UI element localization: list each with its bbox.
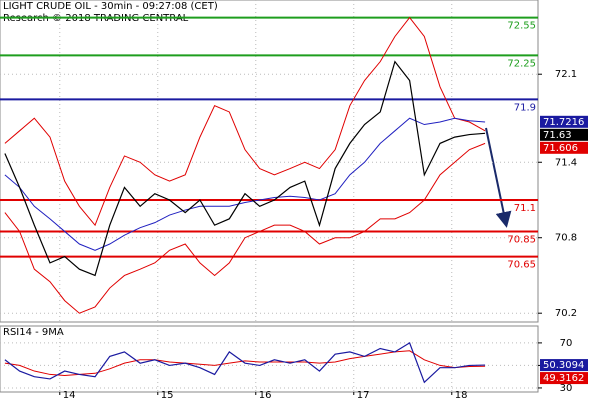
price-tag xyxy=(540,128,588,141)
level-label: 70.65 xyxy=(507,260,536,271)
price-tag xyxy=(540,141,588,154)
rsi-title: RSI14 - 9MA xyxy=(3,327,64,338)
price-tag xyxy=(540,115,588,128)
chart-title: LIGHT CRUDE OIL - 30min - 09:27:08 (CET) xyxy=(3,1,218,12)
y-tick-label: 30 xyxy=(560,383,573,394)
series-line xyxy=(4,16,486,227)
level-label: 70.85 xyxy=(507,234,536,245)
price-tag-label: 71.63 xyxy=(543,130,572,141)
main-frame xyxy=(0,0,539,323)
rsi-frame xyxy=(0,325,539,393)
price-tag xyxy=(540,359,588,372)
x-tick-label: 16 xyxy=(259,390,272,400)
series-line xyxy=(4,342,486,384)
x-tick-label: 17 xyxy=(357,390,370,400)
series-line xyxy=(4,350,486,377)
price-tag-label: 71.606 xyxy=(543,143,578,154)
y-tick-label: 70 xyxy=(560,338,573,349)
forecast-arrow xyxy=(485,127,512,228)
y-tick-label: 71.4 xyxy=(555,157,577,168)
x-tick-label: 14 xyxy=(63,390,76,400)
level-label: 71.1 xyxy=(514,203,536,214)
y-tick-label: 70.8 xyxy=(555,233,577,244)
y-tick-label: 72.1 xyxy=(555,69,577,80)
level-label: 72.55 xyxy=(507,21,536,32)
y-tick-label: 70.2 xyxy=(555,308,577,319)
price-tag xyxy=(540,372,588,385)
x-tick-label: 15 xyxy=(161,390,174,400)
x-tick-label: 18 xyxy=(455,390,468,400)
level-label: 72.25 xyxy=(507,58,536,69)
price-tag-label: 71.7216 xyxy=(543,117,584,128)
price-tag-label: 50.3094 xyxy=(543,360,584,371)
series-line xyxy=(4,142,486,314)
price-tag-label: 49.3162 xyxy=(543,373,584,384)
series-line xyxy=(4,117,486,251)
level-label: 71.9 xyxy=(514,102,536,113)
series-line xyxy=(4,60,486,277)
